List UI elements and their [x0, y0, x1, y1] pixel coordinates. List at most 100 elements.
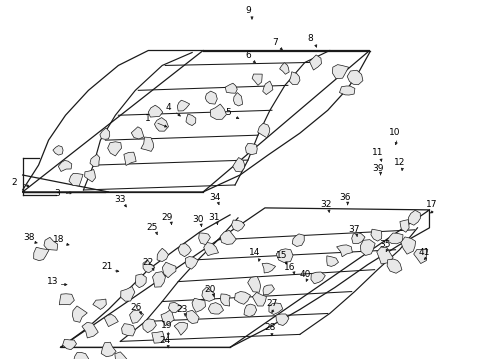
- Polygon shape: [58, 161, 72, 171]
- Polygon shape: [161, 309, 174, 326]
- Polygon shape: [82, 322, 98, 338]
- Polygon shape: [104, 315, 118, 327]
- Polygon shape: [360, 240, 375, 256]
- Text: 33: 33: [115, 195, 126, 204]
- Polygon shape: [90, 154, 100, 167]
- Text: 2: 2: [12, 179, 18, 188]
- Polygon shape: [174, 322, 188, 335]
- Polygon shape: [332, 64, 348, 78]
- Text: 10: 10: [389, 128, 400, 137]
- Polygon shape: [387, 259, 402, 273]
- Polygon shape: [208, 303, 223, 314]
- Polygon shape: [220, 294, 230, 306]
- Polygon shape: [235, 292, 250, 304]
- Polygon shape: [69, 173, 83, 186]
- Polygon shape: [371, 229, 382, 241]
- Polygon shape: [129, 310, 144, 323]
- Polygon shape: [234, 93, 243, 106]
- Text: 29: 29: [162, 213, 173, 222]
- Text: 39: 39: [372, 163, 383, 172]
- Text: 1: 1: [146, 114, 151, 123]
- Text: 4: 4: [166, 103, 171, 112]
- Polygon shape: [400, 220, 409, 232]
- Polygon shape: [401, 237, 416, 254]
- Polygon shape: [53, 145, 63, 155]
- Polygon shape: [34, 247, 49, 261]
- Polygon shape: [232, 220, 245, 231]
- Text: 20: 20: [204, 285, 216, 294]
- Polygon shape: [245, 143, 257, 155]
- Polygon shape: [108, 142, 122, 156]
- Polygon shape: [162, 262, 176, 278]
- Text: 26: 26: [131, 303, 142, 312]
- Polygon shape: [327, 256, 339, 266]
- Polygon shape: [115, 352, 127, 360]
- Polygon shape: [185, 257, 198, 269]
- Polygon shape: [347, 70, 363, 85]
- Polygon shape: [310, 55, 321, 70]
- Polygon shape: [352, 233, 365, 244]
- Polygon shape: [73, 352, 89, 360]
- Text: 24: 24: [160, 336, 171, 345]
- Text: 11: 11: [372, 148, 383, 157]
- Polygon shape: [121, 287, 135, 301]
- Polygon shape: [101, 342, 116, 357]
- Polygon shape: [59, 294, 74, 305]
- Text: 18: 18: [53, 235, 64, 244]
- Polygon shape: [280, 63, 289, 74]
- Polygon shape: [387, 233, 403, 244]
- Text: 40: 40: [299, 270, 311, 279]
- Text: 35: 35: [379, 240, 391, 249]
- Polygon shape: [414, 249, 428, 264]
- Polygon shape: [63, 339, 76, 350]
- Text: 13: 13: [47, 277, 58, 286]
- Polygon shape: [152, 331, 164, 343]
- Text: 14: 14: [249, 248, 261, 257]
- Text: 22: 22: [143, 258, 154, 267]
- Polygon shape: [143, 260, 155, 273]
- Text: 28: 28: [264, 323, 275, 332]
- Polygon shape: [311, 272, 325, 284]
- Polygon shape: [263, 285, 274, 295]
- Polygon shape: [262, 263, 275, 273]
- Text: 31: 31: [208, 213, 220, 222]
- Text: 32: 32: [320, 201, 331, 210]
- Polygon shape: [178, 244, 191, 257]
- Text: 8: 8: [307, 34, 313, 43]
- Polygon shape: [44, 237, 58, 250]
- Polygon shape: [100, 128, 110, 139]
- Text: 41: 41: [419, 248, 430, 257]
- Polygon shape: [202, 287, 215, 301]
- Polygon shape: [225, 83, 237, 93]
- Text: 5: 5: [225, 108, 231, 117]
- Polygon shape: [263, 81, 273, 95]
- Text: 27: 27: [266, 299, 278, 308]
- Polygon shape: [148, 105, 163, 117]
- Text: 17: 17: [426, 201, 437, 210]
- Polygon shape: [192, 298, 205, 312]
- Polygon shape: [85, 170, 96, 182]
- Text: 9: 9: [245, 6, 251, 15]
- Text: 19: 19: [160, 321, 172, 330]
- Polygon shape: [131, 127, 144, 139]
- Polygon shape: [152, 271, 166, 287]
- Polygon shape: [269, 303, 283, 315]
- Text: 23: 23: [176, 305, 188, 314]
- Polygon shape: [276, 249, 293, 262]
- Polygon shape: [244, 304, 257, 317]
- Text: 15: 15: [276, 251, 288, 260]
- Text: 6: 6: [245, 51, 251, 60]
- Text: 38: 38: [23, 233, 34, 242]
- Polygon shape: [210, 104, 226, 119]
- Polygon shape: [205, 91, 217, 104]
- Polygon shape: [409, 210, 420, 225]
- Polygon shape: [141, 137, 154, 152]
- Polygon shape: [73, 306, 87, 322]
- Text: 16: 16: [284, 263, 295, 272]
- Polygon shape: [199, 233, 210, 245]
- Polygon shape: [252, 74, 262, 85]
- Text: 3: 3: [55, 189, 60, 198]
- Text: 25: 25: [147, 223, 158, 232]
- Polygon shape: [276, 314, 289, 325]
- Text: 7: 7: [272, 38, 278, 47]
